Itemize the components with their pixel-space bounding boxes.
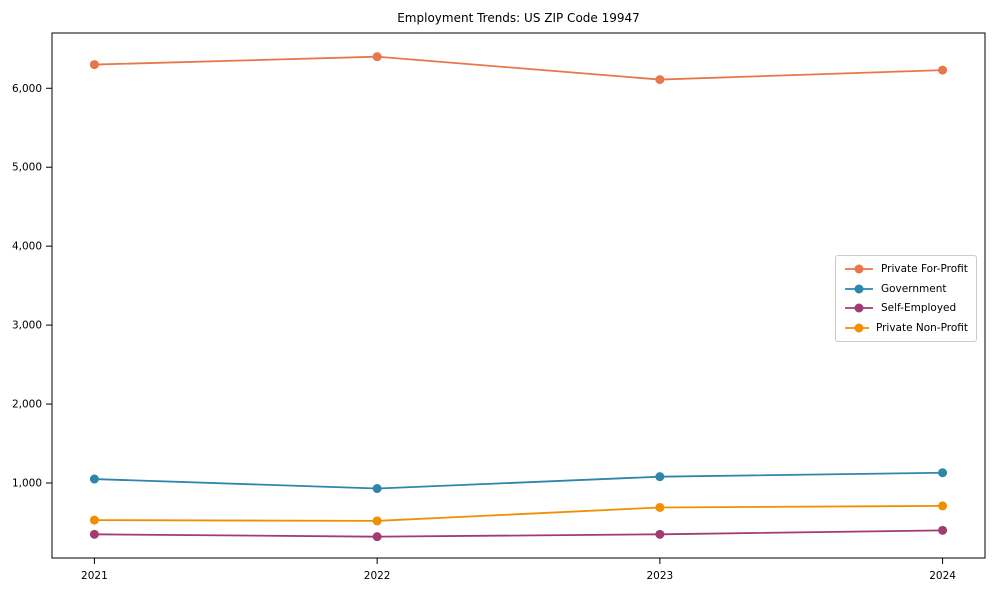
y-tick-label: 3,000	[12, 320, 42, 332]
x-tick-label: 2022	[364, 570, 391, 582]
data-point	[938, 501, 948, 511]
legend-label: Private Non-Profit	[875, 322, 968, 335]
y-tick-label: 2,000	[12, 399, 42, 411]
legend-item: Government	[844, 283, 968, 295]
data-point	[89, 529, 99, 539]
data-point	[655, 529, 665, 539]
data-point	[938, 65, 948, 75]
data-point	[372, 484, 382, 494]
legend-label: Government	[881, 282, 947, 295]
legend-marker-icon	[845, 303, 873, 313]
series-line-private-for-profit	[94, 55, 943, 81]
data-point	[89, 515, 99, 525]
series-line-self-employed	[94, 529, 943, 538]
data-point	[372, 532, 382, 542]
y-tick-label: 1,000	[12, 478, 42, 490]
data-point	[655, 75, 665, 85]
data-point	[372, 516, 382, 526]
x-tick-label: 2021	[81, 570, 108, 582]
legend-item: Private For-Profit	[844, 263, 968, 275]
x-tick-label: 2024	[929, 570, 956, 582]
legend-item: Private Non-Profit	[844, 322, 968, 334]
data-point	[89, 60, 99, 70]
data-point	[372, 52, 382, 62]
chart-title: Employment Trends: US ZIP Code 19947	[397, 11, 640, 25]
legend-label: Self-Employed	[881, 302, 957, 315]
data-point	[89, 474, 99, 484]
legend-marker-icon	[845, 264, 873, 274]
y-tick-label: 4,000	[12, 241, 42, 253]
legend: Private For-Profit Government Self-Employe…	[835, 255, 977, 342]
series-line-government	[94, 471, 943, 490]
data-point	[938, 468, 948, 478]
legend-marker-icon	[845, 323, 869, 333]
legend-item: Self-Employed	[844, 302, 968, 314]
x-tick-label: 2023	[646, 570, 673, 582]
data-point	[655, 502, 665, 512]
y-tick-label: 5,000	[12, 162, 42, 174]
legend-marker-icon	[845, 284, 873, 294]
data-point	[655, 472, 665, 482]
legend-label: Private For-Profit	[881, 262, 968, 275]
series-line-private-non-profit	[94, 504, 943, 522]
y-tick-label: 6,000	[12, 83, 42, 95]
data-point	[938, 525, 948, 535]
plot-area	[51, 32, 986, 559]
